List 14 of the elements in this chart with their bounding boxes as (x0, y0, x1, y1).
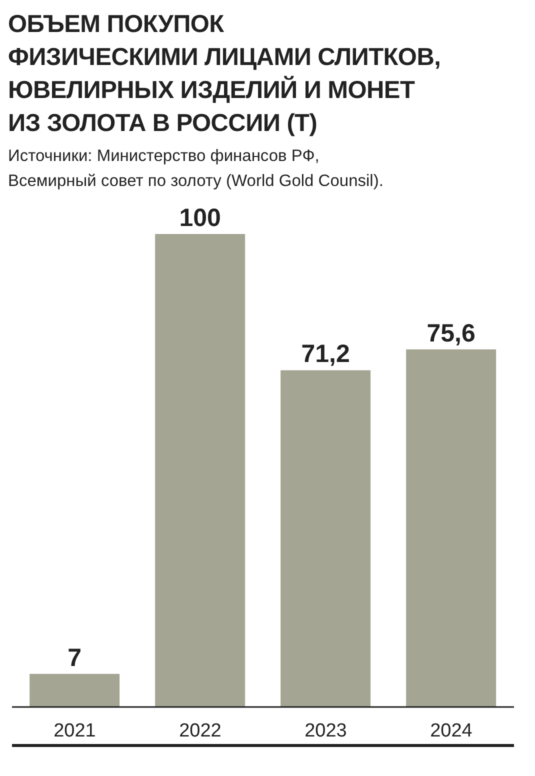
text: Источники: Министерство финансов РФ, Всемирный совет по золоту (World Gold Counsil). (8, 146, 384, 192)
x-tick-label: 2023 (304, 720, 347, 742)
data-label: 100 (179, 204, 221, 232)
x-tick-label: 2021 (54, 720, 96, 742)
data-label: 7 (68, 644, 82, 672)
bar (155, 234, 246, 707)
x-tick-label: 2024 (430, 720, 473, 742)
data-label: 75,6 (426, 319, 476, 348)
x-tick-label: 2022 (179, 720, 222, 742)
bar (280, 370, 371, 707)
data-label: 71,2 (301, 340, 350, 368)
chart-title: ОБЪЕМ ПОКУПОК ФИЗИЧЕСКИМИ ЛИЦАМИ СЛИТКОВ, ЮВЕЛИРНЫХ ИЗДЕЛИЙ И МОНЕТ ИЗ ЗОЛОТА В РОССИИ (Т) (8, 10, 442, 139)
bar (406, 349, 496, 707)
bar (30, 674, 120, 707)
